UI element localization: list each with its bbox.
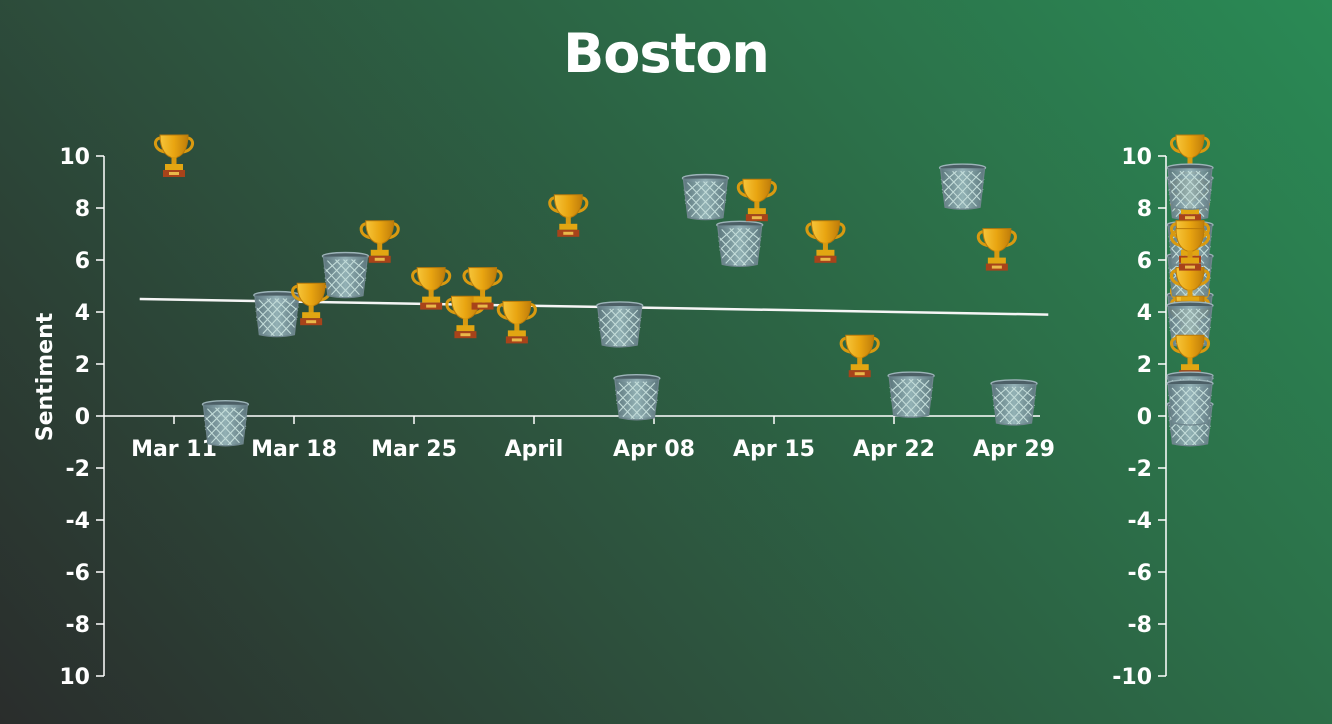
trash-can-point	[596, 301, 644, 348]
x-tick-label: Apr 29	[973, 437, 1055, 462]
trophy-point	[839, 333, 880, 379]
x-tick-label: Mar 11	[131, 437, 217, 462]
trash-can-point	[681, 173, 730, 221]
x-tick-label: Mar 18	[251, 437, 337, 462]
y-axis-label: Sentiment	[33, 312, 58, 441]
right-y-tick-label: 8	[1137, 197, 1152, 222]
chart-title: Boston	[563, 22, 770, 85]
left-y-tick-label: 2	[75, 353, 90, 378]
left-y-tick-label: 8	[75, 197, 90, 222]
x-tick-label: Mar 25	[371, 437, 457, 462]
trophy-point	[548, 193, 589, 239]
right-y-tick-label: -10	[1112, 665, 1152, 690]
trophy-point	[496, 299, 537, 345]
right-y-tick-label: 4	[1137, 301, 1152, 326]
axes: 10 10 8 8 6 6 4 4 2 2 0 0 -2 -2 -4 -4 -6 -6 -8 -8 10 -10 Mar 1…	[33, 145, 1167, 690]
rug-points	[1166, 133, 1214, 447]
trash-can-point	[253, 290, 301, 338]
right-y-tick-label: 2	[1137, 353, 1152, 378]
trophy-point	[736, 177, 777, 223]
trash-can-point	[716, 220, 764, 268]
trophy-point	[153, 133, 195, 179]
points	[153, 133, 1038, 447]
right-y-tick-label: 0	[1137, 405, 1152, 430]
trash-can-point	[321, 251, 370, 299]
rug-trash-can-point	[1166, 379, 1214, 426]
trash-can-point	[938, 163, 987, 210]
trophy-point	[805, 219, 846, 265]
left-y-tick-label: -2	[66, 457, 90, 482]
left-y-tick-label: -8	[66, 613, 90, 638]
trash-can-point	[613, 373, 661, 421]
trophy-point	[976, 227, 1017, 273]
right-y-tick-label: 6	[1137, 249, 1152, 274]
left-y-tick-label: -4	[66, 509, 90, 534]
left-y-tick-label: 10	[59, 665, 90, 690]
x-tick-label: Apr 22	[853, 437, 935, 462]
x-tick-label: Apr 15	[733, 437, 815, 462]
right-y-tick-label: -6	[1128, 561, 1152, 586]
trash-can-point	[990, 379, 1038, 426]
trash-can-point	[201, 399, 250, 447]
x-tick-label: Apr 08	[613, 437, 695, 462]
left-y-tick-label: 4	[75, 301, 90, 326]
right-y-tick-label: 10	[1121, 145, 1152, 170]
left-y-tick-label: -6	[66, 561, 90, 586]
x-tick-label: April	[505, 437, 564, 462]
rug-trophy-point	[1169, 333, 1211, 379]
right-y-tick-label: -8	[1128, 613, 1152, 638]
right-y-tick-label: -4	[1128, 509, 1152, 534]
rug-trash-can-point	[1166, 163, 1214, 210]
left-y-tick-label: 6	[75, 249, 90, 274]
left-y-tick-label: 10	[59, 145, 90, 170]
trash-can-point	[887, 371, 935, 418]
left-y-tick-label: 0	[75, 405, 90, 430]
right-y-tick-label: -2	[1128, 457, 1152, 482]
